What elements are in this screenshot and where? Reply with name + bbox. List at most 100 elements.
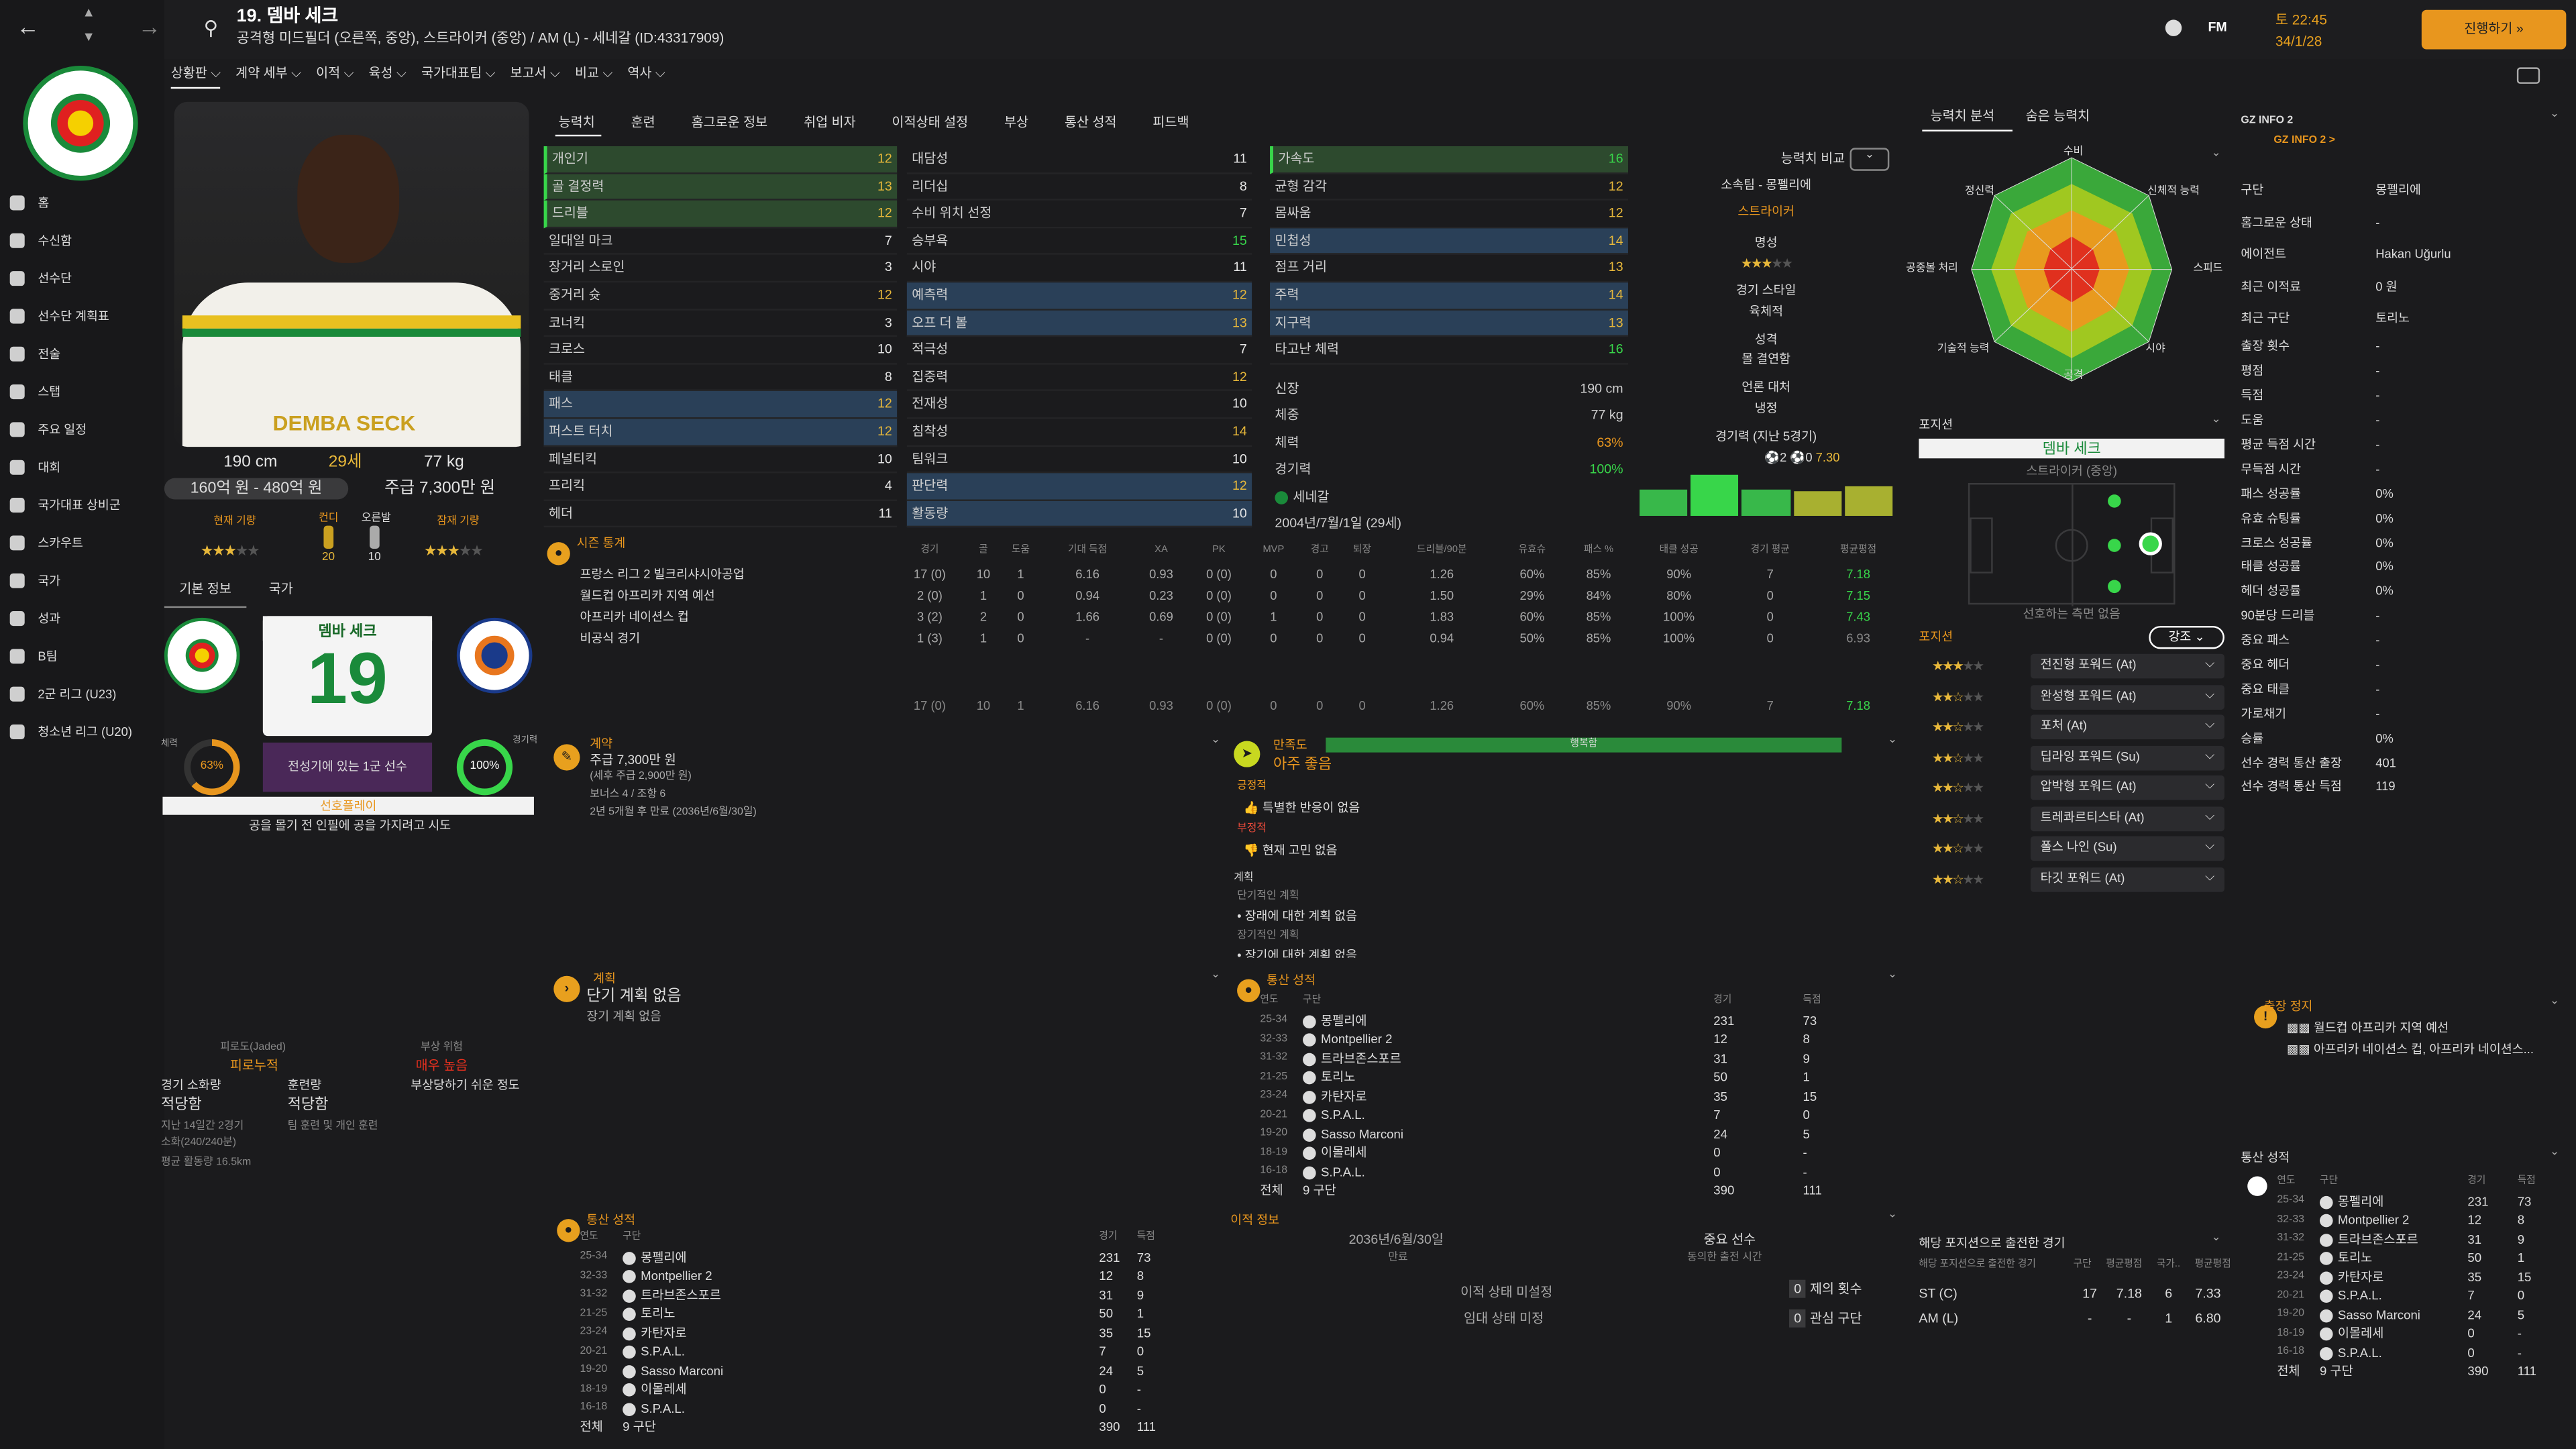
sidebar-item-0[interactable]: 홈 [9,184,161,221]
attr-tab-4[interactable]: 이적상태 설정 [892,115,969,130]
role-row[interactable]: ★★☆★★ 트레콰르티스타 (At) ⌵ [1922,806,2228,836]
career-row[interactable]: 32-33 Montpellier 2 12 8 [1260,1030,1884,1049]
role-dropdown[interactable]: 포처 (At) ⌵ [2030,714,2224,740]
analysis-tab-2[interactable]: 숨은 능력치 [2025,108,2090,123]
compare-dropdown[interactable]: ⌄ [1849,148,1890,171]
menu-item-5[interactable]: 보고서 ⌵ [510,65,560,81]
sidebar-item-14[interactable]: 청소년 리그 (U20) [9,713,161,751]
role-row[interactable]: ★★★★★ 전진형 포워드 (At) ⌵ [1922,653,2228,684]
career-mid-collapse-icon[interactable]: ⌄ [1887,969,1898,981]
career-row[interactable]: 25-34 몽펠리에 231 73 [2277,1192,2563,1211]
season-row[interactable]: 프랑스 리그 2 빌크리샤시아공업 17 (0) 10 1 6.16 0.93 0 (0) 0… [580,564,1900,585]
career-row[interactable]: 18-19 이몰레세 0 - [1260,1144,1884,1163]
attr-tab-1[interactable]: 훈련 [631,115,655,130]
career-mid-title[interactable]: 통산 성적 [1267,972,1316,987]
career-right-collapse-icon[interactable]: ⌄ [2549,1146,2560,1159]
season-row[interactable]: 월드컵 아프리카 지역 예선 2 (0) 1 0 0.94 0.23 0 (0) 0 0 0 1.5… [580,585,1900,606]
plan-title[interactable]: 계획 [593,971,616,986]
menu-item-7[interactable]: 역사 ⌵ [627,65,665,81]
career-row[interactable]: 16-18 S.P.A.L. 0 - [2277,1343,2563,1362]
career-row[interactable]: 31-32 트라브존스포르 31 9 [580,1285,1171,1304]
career-row[interactable]: 16-18 S.P.A.L. 0 - [1260,1163,1884,1181]
menu-item-3[interactable]: 육성 ⌵ [368,65,407,81]
emphasis-dropdown[interactable]: 강조 ⌄ [2149,626,2224,649]
role-row[interactable]: ★★☆★★ 압박형 포워드 (At) ⌵ [1922,775,2228,806]
attr-tab-5[interactable]: 부상 [1004,115,1029,130]
career-row[interactable]: 20-21 S.P.A.L. 7 0 [1260,1106,1884,1124]
career-row[interactable]: 32-33 Montpellier 2 12 8 [2277,1211,2563,1230]
career-row[interactable]: 21-25 토리노 50 1 [1260,1068,1884,1087]
career-row[interactable]: 20-21 S.P.A.L. 7 0 [2277,1287,2563,1305]
menu-item-2[interactable]: 이적 ⌵ [316,65,354,81]
forward-icon[interactable]: → [138,13,162,40]
sidebar-item-13[interactable]: 2군 리그 (U23) [9,676,161,713]
plan-collapse-icon[interactable]: ⌄ [1210,969,1221,981]
menu-item-4[interactable]: 국가대표팀 ⌵ [421,65,496,81]
attr-tab-2[interactable]: 홈그로운 정보 [691,115,768,130]
nav-up-icon[interactable]: ▲ [82,5,95,20]
sidebar-item-9[interactable]: 스카우트 [9,524,161,561]
preferred-move-bar[interactable]: 선호플레이 [162,796,534,815]
role-row[interactable]: ★★☆★★ 포처 (At) ⌵ [1922,714,2228,745]
role-dropdown[interactable]: 트레콰르티스타 (At) ⌵ [2030,806,2224,830]
layout-icon[interactable] [2516,67,2540,84]
sidebar-item-1[interactable]: 수신함 [9,222,161,260]
sidebar-item-6[interactable]: 주요 일정 [9,411,161,448]
career-row[interactable]: 19-20 Sasso Marconi 24 5 [580,1361,1171,1380]
career-row[interactable]: 23-24 카탄자로 35 15 [580,1324,1171,1342]
sidebar-item-5[interactable]: 스탭 [9,373,161,411]
career-row[interactable]: 25-34 몽펠리에 231 73 [580,1248,1171,1267]
attr-tab-3[interactable]: 취업 비자 [804,115,856,130]
role-row[interactable]: ★★☆★★ 타깃 포워드 (At) ⌵ [1922,866,2228,897]
tab-nation[interactable]: 국가 [256,582,305,608]
tab-basic-info[interactable]: 기본 정보 [164,582,247,608]
radar-collapse-icon[interactable]: ⌄ [2211,148,2221,160]
career-row[interactable]: 23-24 카탄자로 35 15 [1260,1087,1884,1106]
search-icon[interactable]: ⚲ [203,16,219,40]
sidebar-item-12[interactable]: B팀 [9,637,161,675]
role-row[interactable]: ★★☆★★ 폴스 나인 (Su) ⌵ [1922,836,2228,867]
career-row[interactable]: 19-20 Sasso Marconi 24 5 [2277,1305,2563,1324]
suspension-collapse-icon[interactable]: ⌄ [2549,996,2560,1008]
contract-title[interactable]: 계약 [590,736,613,751]
menu-item-1[interactable]: 계약 세부 ⌵ [235,65,302,81]
career-row[interactable]: 19-20 Sasso Marconi 24 5 [1260,1124,1884,1143]
sidebar-item-4[interactable]: 전술 [9,335,161,373]
attr-tab-0[interactable]: 능력치 [558,115,595,130]
career-row[interactable]: 16-18 S.P.A.L. 0 - [580,1399,1171,1417]
contract-collapse-icon[interactable]: ⌄ [1210,734,1221,746]
season-row[interactable]: 비공식 경기 1 (3) 1 0 - - 0 (0) 0 0 0 0.94 50% 85% 100% 0 6.… [580,628,1900,649]
career-row[interactable]: 21-25 토리노 50 1 [580,1305,1171,1324]
career-row[interactable]: 21-25 토리노 50 1 [2277,1248,2563,1267]
menu-item-6[interactable]: 비교 ⌵ [574,65,613,81]
role-dropdown[interactable]: 폴스 나인 (Su) ⌵ [2030,836,2224,861]
attr-tab-6[interactable]: 통산 성적 [1064,115,1117,130]
transfer-collapse-icon[interactable]: ⌄ [1887,1209,1898,1221]
role-dropdown[interactable]: 완성형 포워드 (At) ⌵ [2030,684,2224,709]
career-row[interactable]: 25-34 몽펠리에 231 73 [1260,1011,1884,1030]
career-row[interactable]: 23-24 카탄자로 35 15 [2277,1267,2563,1286]
happiness-collapse-icon[interactable]: ⌄ [1887,734,1898,746]
career-row[interactable]: 18-19 이몰레세 0 - [580,1380,1171,1399]
position-subtitle[interactable]: 포지션 [1919,629,1953,645]
role-dropdown[interactable]: 타깃 포워드 (At) ⌵ [2030,866,2224,892]
happiness-title[interactable]: 만족도 [1273,737,1307,753]
played-collapse-icon[interactable]: ⌄ [2211,1232,2221,1244]
continue-button[interactable]: 진행하기 » [2421,9,2567,50]
role-dropdown[interactable]: 전진형 포워드 (At) ⌵ [2030,653,2224,679]
role-dropdown[interactable]: 딥라잉 포워드 (Su) ⌵ [2030,745,2224,770]
position-collapse-icon[interactable]: ⌄ [2211,414,2221,426]
manager-icon[interactable] [2165,19,2182,36]
career-row[interactable]: 20-21 S.P.A.L. 7 0 [580,1342,1171,1361]
analysis-tab-1[interactable]: 능력치 분석 [1930,108,1995,123]
career-bottom-title[interactable]: 통산 성적 [586,1212,635,1228]
attr-tab-7[interactable]: 피드백 [1152,115,1189,130]
info-link[interactable]: GZ INFO 2 > [2273,134,2335,146]
sidebar-item-3[interactable]: 선수단 계획표 [9,297,161,335]
role-row[interactable]: ★★☆★★ 완성형 포워드 (At) ⌵ [1922,684,2228,714]
back-icon[interactable]: ← [16,13,40,40]
sidebar-item-11[interactable]: 성과 [9,600,161,637]
season-row[interactable]: 아프리카 네이션스 컵 3 (2) 2 0 1.66 0.69 0 (0) 1 0 0 1.83 60… [580,606,1900,628]
sidebar-item-10[interactable]: 국가 [9,562,161,600]
season-title[interactable]: 시즌 통계 [576,535,626,551]
